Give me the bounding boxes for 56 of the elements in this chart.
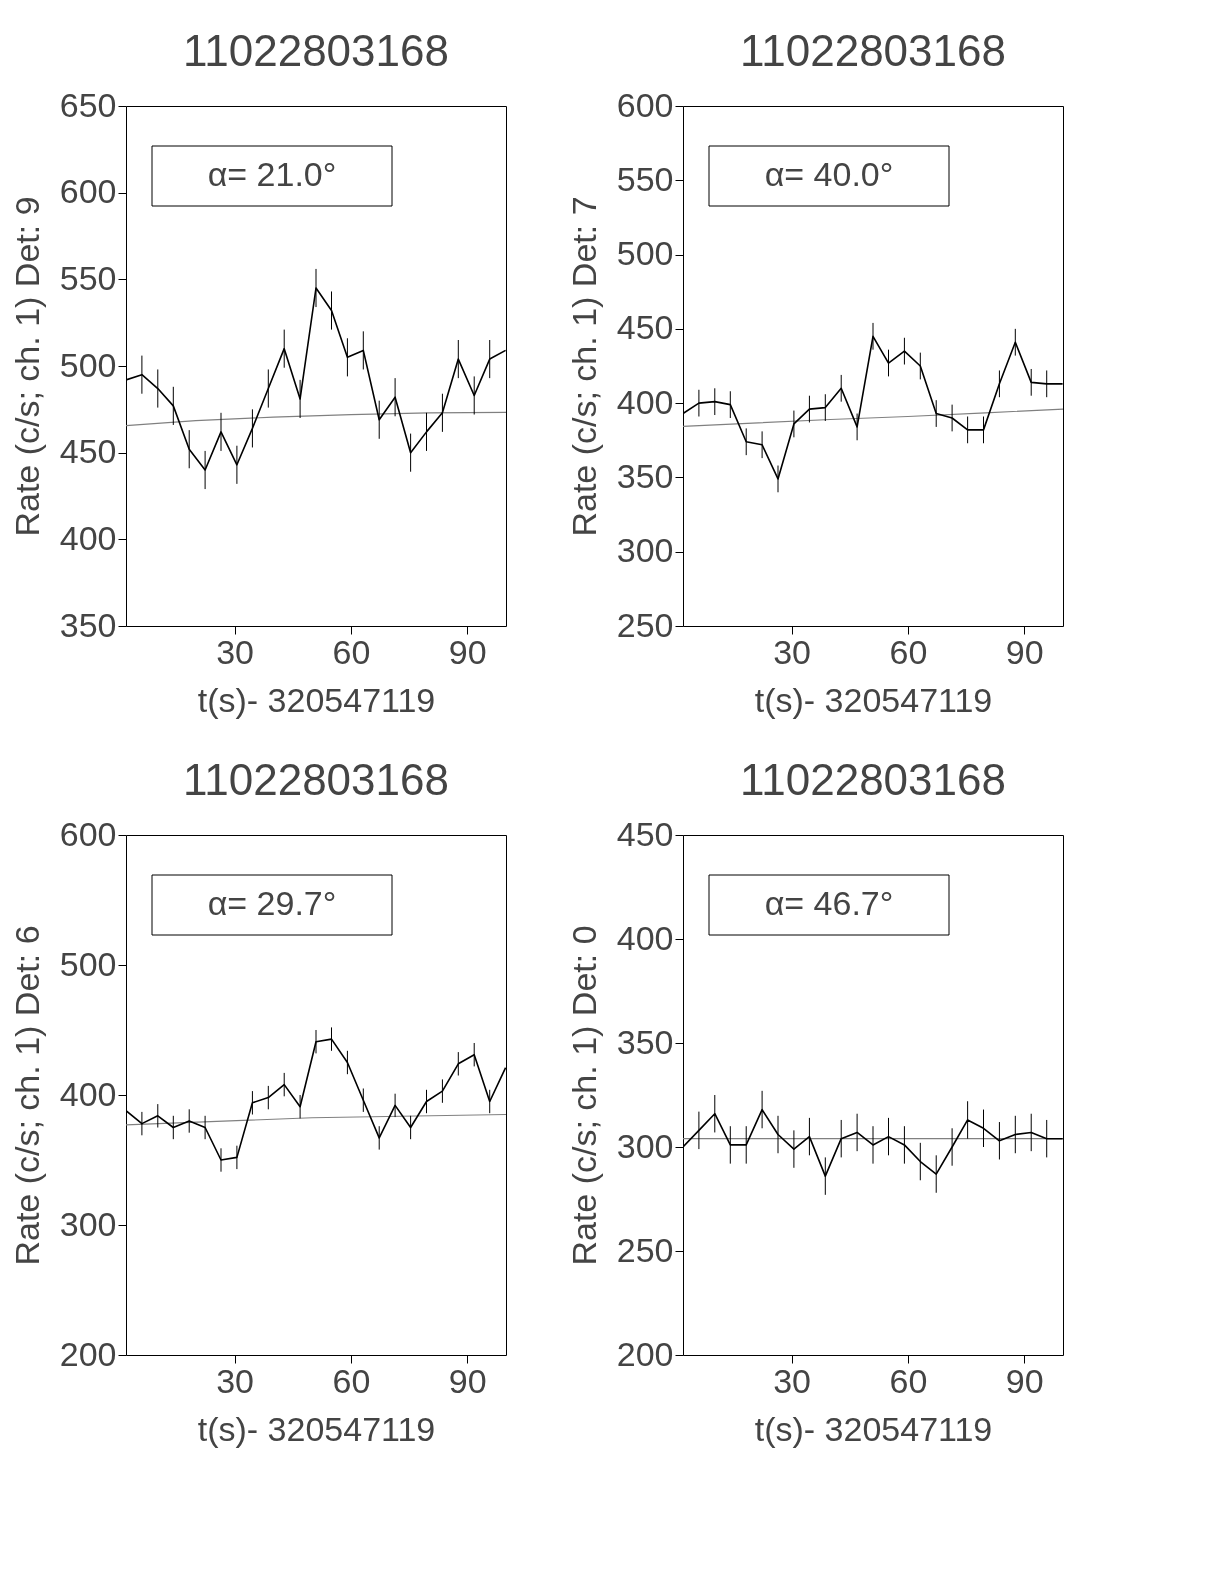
y-tick-label: 200 [59,1334,117,1373]
y-tick-label: 250 [616,1230,674,1269]
annotation: α= 40.0° [764,155,894,193]
annotation: α= 46.7° [764,884,894,922]
chart-title: 11022803168 [183,755,449,804]
y-tick-label: 600 [59,814,117,853]
chart-title: 11022803168 [183,26,449,75]
x-axis-title: t(s)- 320547119 [197,1409,436,1448]
y-tick-label: 500 [59,944,117,983]
y-tick-label: 400 [59,518,117,557]
x-tick-label: 90 [448,632,487,671]
y-tick-label: 300 [59,1204,117,1243]
x-tick-label: 30 [773,1361,811,1400]
y-tick-label: 250 [616,605,674,644]
annotation: α= 29.7° [207,884,337,922]
line-series [126,411,506,427]
y-tick-label: 650 [59,85,117,124]
line-series [683,408,1063,427]
y-tick-label: 550 [59,258,117,297]
y-tick-label: 200 [616,1334,674,1373]
chart-title: 11022803168 [740,26,1006,75]
x-tick-label: 60 [889,1361,928,1400]
y-tick-label: 400 [616,382,674,421]
y-tick-label: 450 [616,814,674,853]
y-tick-label: 450 [59,432,117,471]
x-tick-label: 90 [448,1361,487,1400]
y-tick-label: 400 [59,1074,117,1113]
y-tick-label: 500 [616,234,674,273]
y-tick-label: 450 [616,308,674,347]
y-axis-title: Rate (c/s; ch. 1) Det: 7 [564,196,603,537]
x-axis-title: t(s)- 320547119 [197,680,436,719]
y-tick-label: 300 [616,531,674,570]
y-tick-label: 600 [616,85,674,124]
x-tick-label: 30 [773,632,811,671]
x-tick-label: 90 [1005,1361,1044,1400]
y-axis-title: Rate (c/s; ch. 1) Det: 0 [564,925,603,1266]
x-tick-label: 60 [332,1361,371,1400]
x-tick-label: 60 [889,632,928,671]
x-tick-label: 90 [1005,632,1044,671]
y-tick-label: 400 [616,918,674,957]
y-axis-title: Rate (c/s; ch. 1) Det: 9 [7,196,46,537]
y-tick-label: 500 [59,345,117,384]
y-tick-label: 350 [59,605,117,644]
x-tick-label: 30 [216,1361,254,1400]
chart-title: 11022803168 [740,755,1006,804]
x-axis-title: t(s)- 320547119 [754,680,993,719]
y-tick-label: 350 [616,1022,674,1061]
y-tick-label: 300 [616,1126,674,1165]
x-tick-label: 60 [332,632,371,671]
y-tick-label: 600 [59,172,117,211]
y-tick-label: 550 [616,159,674,198]
x-axis-title: t(s)- 320547119 [754,1409,993,1448]
x-tick-label: 30 [216,632,254,671]
annotation: α= 21.0° [207,155,337,193]
y-tick-label: 350 [616,456,674,495]
y-axis-title: Rate (c/s; ch. 1) Det: 6 [7,925,46,1266]
